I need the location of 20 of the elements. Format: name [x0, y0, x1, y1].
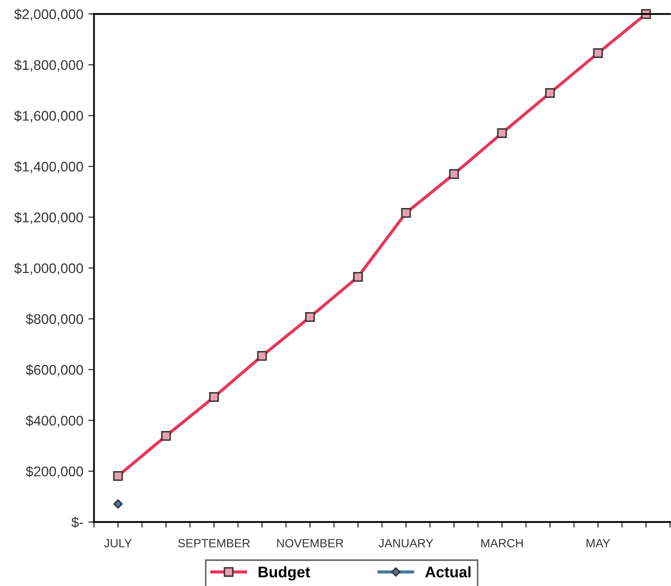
- x-tick-label: MARCH: [481, 538, 523, 548]
- x-tick-label: NOVEMBER: [277, 538, 344, 548]
- y-tick-label: $1,800,000: [14, 60, 84, 72]
- legend-label: Budget: [258, 566, 310, 581]
- x-tick-label: MAY: [586, 539, 610, 548]
- y-tick-label: $400,000: [26, 415, 84, 428]
- x-tick-label: SEPTEMBER: [178, 538, 250, 548]
- y-tick-label: $1,000,000: [14, 262, 84, 275]
- y-tick-label: $600,000: [26, 364, 84, 376]
- y-tick-label: $1,200,000: [14, 212, 84, 224]
- y-tick-label: $1,400,000: [14, 161, 84, 174]
- legend-label: Actual: [425, 566, 470, 578]
- y-tick-label: $-: [71, 516, 83, 528]
- x-tick-label: JANUARY: [378, 539, 434, 548]
- y-tick-label: $2,000,000: [14, 8, 84, 21]
- y-tick-label: $200,000: [26, 466, 84, 478]
- y-tick-label: $800,000: [26, 314, 84, 326]
- x-tick-label: JULY: [104, 539, 132, 548]
- point: [113, 499, 123, 509]
- y-tick-label: $1,600,000: [14, 110, 84, 122]
